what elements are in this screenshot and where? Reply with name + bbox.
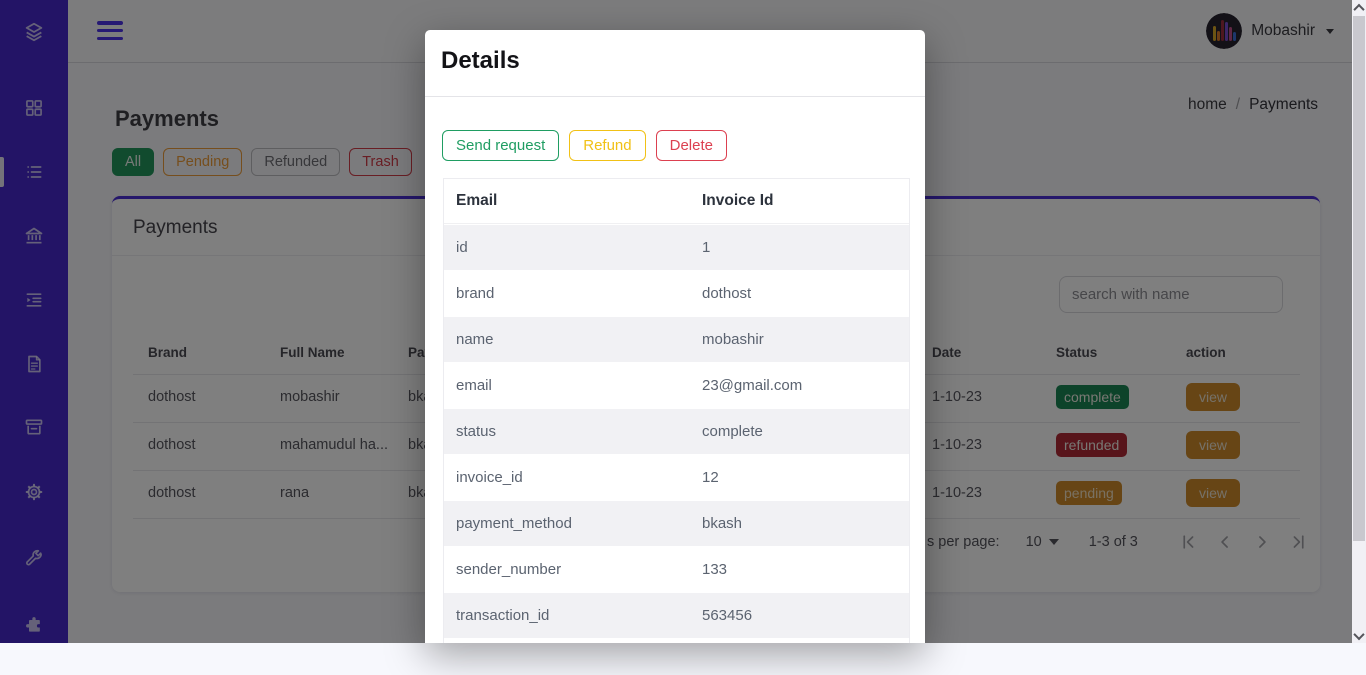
detail-value: 133 (702, 561, 728, 578)
detail-key: brand (456, 285, 495, 302)
detail-key: id (456, 239, 468, 256)
refund-button[interactable]: Refund (569, 130, 646, 161)
detail-value: 12 (702, 469, 719, 486)
vertical-scrollbar (1352, 0, 1366, 643)
detail-key: name (456, 331, 494, 348)
details-row: email 23@gmail.com (444, 362, 909, 408)
detail-value: 563456 (702, 607, 753, 624)
details-row: payment_method bkash (444, 500, 909, 546)
modal-title: Details (441, 47, 520, 74)
details-table-header: Email Invoice Id (444, 179, 909, 224)
detail-value: 1 (702, 239, 711, 256)
details-row: name mobashir (444, 316, 909, 362)
details-modal: Details Send request Refund Delete Email… (425, 30, 925, 643)
details-row: status complete (444, 408, 909, 454)
chevron-up-icon (1353, 3, 1365, 15)
details-table: Email Invoice Id id 1 brand dothost name… (443, 178, 910, 643)
details-row: brand dothost (444, 270, 909, 316)
details-row: sender_number 133 (444, 546, 909, 592)
delete-button[interactable]: Delete (655, 130, 727, 161)
chevron-down-icon (1353, 628, 1365, 640)
modal-action-buttons: Send request Refund Delete (442, 130, 727, 161)
details-row: transaction_id 563456 (444, 592, 909, 638)
detail-value: mobashir (702, 331, 764, 348)
detail-value: 23@gmail.com (702, 377, 803, 394)
send-request-button[interactable]: Send request (442, 130, 560, 161)
detail-key: status (456, 423, 497, 440)
detail-key: sender_number (456, 561, 562, 578)
scroll-up-button[interactable] (1352, 0, 1366, 15)
details-row: id 1 (444, 224, 909, 270)
details-row: invoice_id 12 (444, 454, 909, 500)
detail-key: payment_method (456, 515, 572, 532)
modal-header: Details (425, 30, 925, 97)
detail-key: invoice_id (456, 469, 523, 486)
detail-key: email (456, 377, 492, 394)
col-header-invoice-id: Invoice Id (702, 192, 774, 209)
detail-key: transaction_id (456, 607, 550, 624)
scroll-down-button[interactable] (1352, 628, 1366, 643)
detail-value: complete (702, 423, 763, 440)
scrollbar-thumb[interactable] (1353, 16, 1365, 541)
detail-value: bkash (702, 515, 743, 532)
detail-value: dothost (702, 285, 752, 302)
details-row (444, 638, 909, 643)
col-header-email: Email (456, 192, 498, 209)
